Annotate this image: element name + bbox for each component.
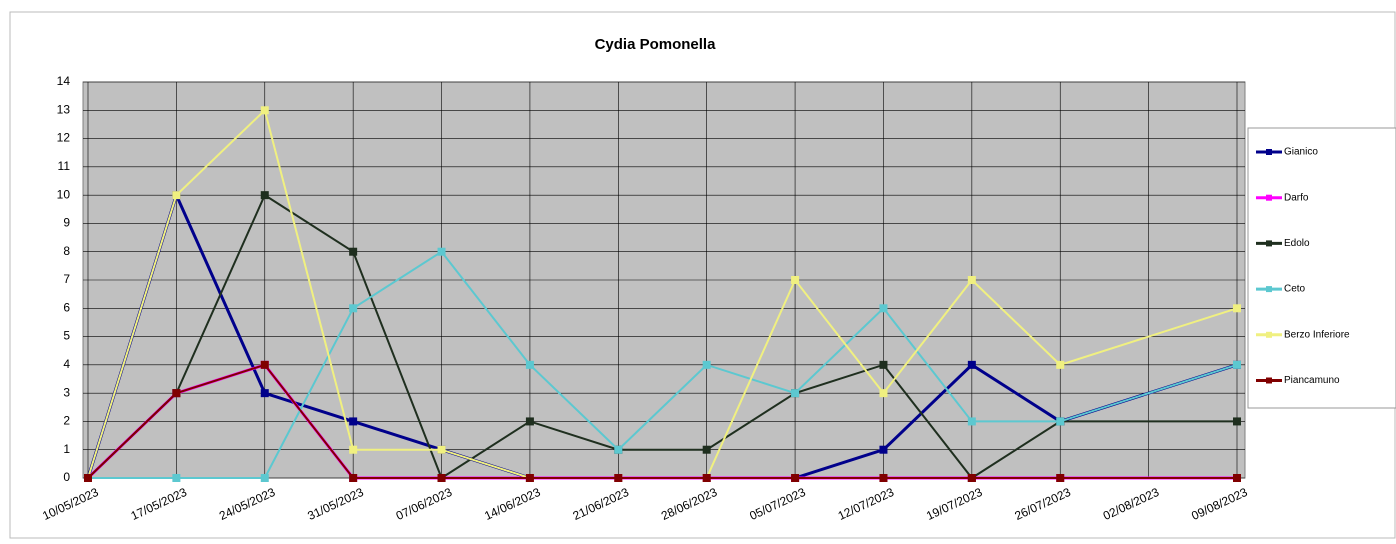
point-marker	[260, 389, 269, 398]
y-tick-label: 7	[63, 272, 70, 286]
legend-marker	[1266, 286, 1272, 293]
point-marker	[172, 389, 181, 398]
legend-label: Berzo Inferiore	[1284, 329, 1350, 340]
point-marker	[791, 389, 800, 398]
point-marker	[437, 474, 446, 482]
point-marker	[967, 474, 976, 482]
point-marker	[702, 474, 711, 482]
legend-marker	[1266, 149, 1272, 155]
point-marker	[967, 276, 976, 284]
y-tick-label: 2	[63, 414, 70, 428]
point-marker	[260, 360, 269, 369]
point-marker	[437, 445, 446, 454]
point-marker	[879, 474, 888, 482]
point-marker	[1056, 474, 1065, 482]
point-marker	[172, 191, 181, 200]
legend-label: Gianico	[1284, 147, 1318, 158]
point-marker	[525, 474, 534, 482]
y-tick-label: 6	[63, 300, 70, 314]
point-marker	[349, 247, 358, 256]
point-marker	[702, 445, 711, 454]
point-marker	[1056, 360, 1065, 369]
legend-label: Darfo	[1284, 192, 1309, 203]
y-tick-label: 10	[57, 187, 71, 201]
point-marker	[879, 360, 888, 369]
point-marker	[349, 304, 358, 313]
point-marker	[1056, 417, 1065, 426]
y-tick-label: 5	[63, 329, 70, 343]
y-tick-label: 12	[57, 131, 71, 145]
y-tick-label: 14	[57, 74, 71, 88]
y-tick-label: 8	[63, 244, 70, 258]
y-tick-label: 3	[63, 385, 70, 399]
legend-box	[1247, 127, 1396, 409]
point-marker	[260, 474, 269, 482]
point-marker	[172, 474, 181, 482]
y-tick-label: 1	[63, 442, 70, 456]
point-marker	[1233, 417, 1241, 426]
y-tick-label: 9	[63, 216, 70, 230]
legend-marker	[1266, 377, 1272, 384]
point-marker	[791, 474, 800, 482]
point-marker	[1233, 304, 1241, 313]
point-marker	[1233, 474, 1241, 482]
point-marker	[437, 247, 446, 256]
point-marker	[967, 417, 976, 426]
legend-label: Piancamuno	[1284, 375, 1340, 386]
point-marker	[84, 474, 92, 482]
legend-marker	[1266, 331, 1272, 338]
point-marker	[879, 389, 888, 398]
point-marker	[702, 360, 711, 369]
point-marker	[525, 417, 534, 426]
legend-marker	[1266, 240, 1272, 247]
legend-marker	[1266, 194, 1272, 201]
point-marker	[791, 276, 800, 284]
legend-label: Ceto	[1284, 284, 1306, 295]
chart-title: Cydia Pomonella	[595, 36, 717, 53]
legend-label: Edolo	[1284, 238, 1310, 249]
point-marker	[260, 106, 269, 115]
point-marker	[614, 474, 623, 482]
point-marker	[967, 360, 976, 369]
point-marker	[614, 445, 623, 454]
point-marker	[879, 304, 888, 313]
point-marker	[1233, 360, 1241, 369]
y-tick-label: 0	[63, 470, 70, 484]
point-marker	[349, 445, 358, 454]
y-tick-label: 13	[57, 102, 71, 116]
y-tick-label: 4	[63, 357, 70, 371]
y-tick-label: 11	[58, 159, 71, 173]
point-marker	[349, 417, 358, 426]
point-marker	[260, 191, 269, 200]
point-marker	[349, 474, 358, 482]
point-marker	[879, 445, 888, 454]
point-marker	[525, 360, 534, 369]
